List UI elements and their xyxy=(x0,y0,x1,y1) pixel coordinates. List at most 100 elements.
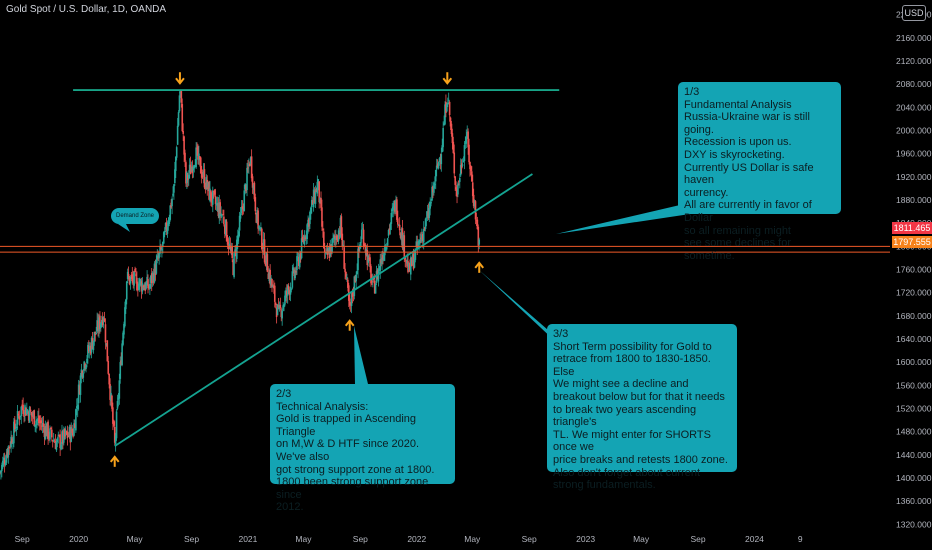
candle xyxy=(259,227,261,229)
candle xyxy=(320,197,322,208)
candle xyxy=(153,263,156,283)
candle xyxy=(450,123,453,135)
candle xyxy=(26,411,29,413)
candle xyxy=(273,285,276,302)
candle xyxy=(105,343,108,346)
currency-badge[interactable]: USD xyxy=(902,5,926,21)
candle xyxy=(459,165,462,176)
candle xyxy=(409,262,411,272)
candle xyxy=(149,284,151,289)
candle xyxy=(211,190,214,205)
candle xyxy=(175,147,178,158)
candle xyxy=(400,229,403,241)
candle xyxy=(330,244,333,254)
candle xyxy=(345,271,347,277)
candle xyxy=(272,286,274,288)
candle xyxy=(165,222,168,232)
candle xyxy=(309,211,311,225)
candle xyxy=(178,95,181,112)
candle xyxy=(10,436,12,448)
candle xyxy=(215,203,218,206)
candle xyxy=(285,290,288,295)
candle xyxy=(414,248,417,260)
fundamental-analysis-callout: 1/3 Fundamental Analysis Russia-Ukraine … xyxy=(678,82,841,262)
candle xyxy=(126,271,129,279)
time-tick-label: Sep xyxy=(15,534,30,544)
candle xyxy=(443,123,445,126)
candle xyxy=(125,299,127,310)
candle xyxy=(387,230,390,236)
candle xyxy=(260,227,262,230)
candle xyxy=(462,160,465,163)
candle xyxy=(327,248,330,254)
candle xyxy=(428,207,431,219)
candle xyxy=(388,228,391,230)
time-tick-label: May xyxy=(633,534,650,544)
candle xyxy=(18,416,21,420)
candle xyxy=(142,285,145,289)
candle xyxy=(5,454,8,463)
candle xyxy=(262,239,265,250)
candle xyxy=(141,283,144,292)
candle xyxy=(415,241,418,248)
candle xyxy=(14,429,17,431)
candle xyxy=(94,331,97,336)
candle xyxy=(473,201,476,207)
candle xyxy=(386,238,389,246)
candle xyxy=(69,427,72,443)
candle xyxy=(220,213,222,217)
candle xyxy=(116,400,119,409)
candle xyxy=(26,409,28,414)
candle xyxy=(197,146,199,160)
candle xyxy=(56,438,59,443)
candle xyxy=(84,363,86,369)
candle xyxy=(35,420,37,426)
candle xyxy=(164,223,167,230)
candle xyxy=(110,392,112,402)
candle xyxy=(296,256,298,271)
candle xyxy=(471,171,473,182)
time-tick-label: 2020 xyxy=(69,534,88,544)
candle xyxy=(53,441,56,443)
candle xyxy=(334,236,336,238)
candle xyxy=(369,257,371,268)
candle xyxy=(456,189,458,197)
candle xyxy=(151,272,154,281)
candle xyxy=(292,267,295,271)
candle xyxy=(112,421,115,426)
candle xyxy=(435,165,438,170)
candle xyxy=(48,436,50,438)
candle xyxy=(57,434,60,436)
candle xyxy=(185,162,187,184)
candle xyxy=(62,430,64,444)
candle xyxy=(166,226,169,234)
candle xyxy=(114,435,117,445)
candle xyxy=(36,419,38,422)
candle xyxy=(384,245,386,256)
candle xyxy=(408,263,410,271)
candle xyxy=(17,413,20,416)
candle xyxy=(59,434,61,449)
candle xyxy=(115,411,118,439)
candle xyxy=(343,247,345,269)
candle xyxy=(33,410,36,426)
candle xyxy=(441,145,444,152)
candle xyxy=(466,131,469,138)
candle xyxy=(112,407,114,424)
time-tick-label: Sep xyxy=(690,534,705,544)
candle xyxy=(89,345,92,354)
candle xyxy=(344,268,346,273)
candle xyxy=(15,426,18,429)
candle xyxy=(158,253,160,259)
candle xyxy=(30,411,33,416)
candle xyxy=(420,237,422,240)
candle xyxy=(324,252,327,254)
candle xyxy=(61,431,63,444)
candle xyxy=(232,260,234,275)
price-tick-label: 1600.000 xyxy=(896,357,932,367)
candle xyxy=(372,278,374,280)
candle xyxy=(124,307,126,327)
arrow-down-icon xyxy=(175,72,185,85)
candle xyxy=(256,210,258,223)
